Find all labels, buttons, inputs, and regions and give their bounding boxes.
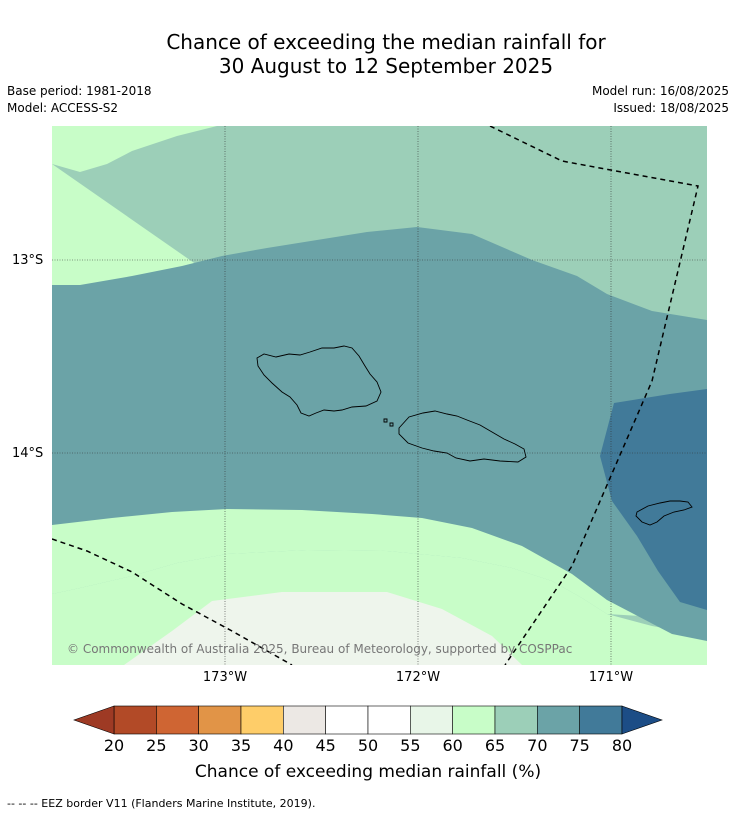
colorbar-cell	[198, 705, 242, 735]
eez-border	[52, 126, 699, 665]
lat-label-13s: 13°S	[12, 253, 44, 268]
graticule	[52, 126, 707, 665]
zone-75-80	[600, 389, 707, 610]
colorbar-over-arrow	[621, 705, 663, 735]
model-run: Model run: 16/08/2025	[591, 84, 729, 98]
zone-70-75	[52, 227, 707, 641]
model-name: Model: ACCESS-S2	[7, 101, 119, 115]
colorbar-cell	[325, 705, 369, 735]
islands	[256, 345, 693, 526]
zone-50-55	[124, 592, 522, 665]
colorbar-cell	[156, 705, 199, 735]
rainfall-map: © Commonwealth of Australia 2025, Bureau…	[52, 126, 707, 665]
colorbar-tick-label: 65	[484, 736, 506, 755]
colorbar-tick-label: 50	[357, 736, 379, 755]
colorbar-tick-label: 45	[315, 736, 336, 755]
island-manono	[383, 418, 388, 423]
eez-border-south	[52, 538, 293, 665]
colorbar-cell	[452, 705, 496, 735]
colorbar-cell	[494, 705, 538, 735]
eez-footnote: -- -- -- EEZ border V11 (Flanders Marine…	[7, 797, 316, 810]
colorbar-tick-label: 25	[146, 736, 167, 755]
title-line-1: Chance of exceeding the median rainfall …	[166, 30, 606, 54]
colorbar-title: Chance of exceeding median rainfall (%)	[194, 762, 542, 782]
island-tutuila	[635, 500, 693, 526]
colorbar-cell	[240, 705, 284, 735]
colorbar	[73, 705, 663, 735]
issued-date: Issued: 18/08/2025	[613, 101, 729, 115]
colorbar-tick-label: 40	[273, 736, 294, 755]
colorbar-cell	[537, 705, 580, 735]
meta-right: Model run: 16/08/2025 Issued: 18/08/2025	[592, 83, 729, 117]
colorbar-tick-label: 30	[188, 736, 209, 755]
colorbar-cell	[113, 705, 157, 735]
colorbar-tick-label: 55	[400, 736, 421, 755]
base-period: Base period: 1981-2018	[7, 84, 152, 98]
title-line-2: 30 August to 12 September 2025	[218, 54, 554, 78]
island-upolu	[398, 410, 527, 463]
map-title: Chance of exceeding the median rainfall …	[0, 30, 736, 78]
lon-label-172w: 172°W	[395, 670, 441, 685]
colorbar-cell	[579, 705, 623, 735]
meta-left: Base period: 1981-2018 Model: ACCESS-S2	[7, 83, 152, 117]
lon-label-171w: 171°W	[588, 670, 634, 685]
island-savaii	[256, 345, 382, 417]
lat-label-14s: 14°S	[12, 446, 44, 461]
copyright: © Commonwealth of Australia 2025, Bureau…	[67, 642, 572, 656]
island-apolima	[389, 422, 394, 427]
colorbar-cell	[410, 705, 453, 735]
colorbar-tick-label: 35	[230, 736, 252, 755]
lon-label-173w: 173°W	[202, 670, 248, 685]
eez-border-east	[489, 126, 699, 665]
colorbar-under-arrow	[73, 705, 115, 735]
colorbar-cell	[283, 705, 326, 735]
colorbar-tick-label: 20	[103, 736, 125, 755]
colorbar-tick-label: 80	[611, 736, 633, 755]
colorbar-tick-label: 75	[569, 736, 590, 755]
colorbar-cell	[367, 705, 411, 735]
colorbar-tick-label: 70	[527, 736, 548, 755]
colorbar-cells	[113, 705, 623, 735]
colorbar-tick-label: 60	[442, 736, 463, 755]
